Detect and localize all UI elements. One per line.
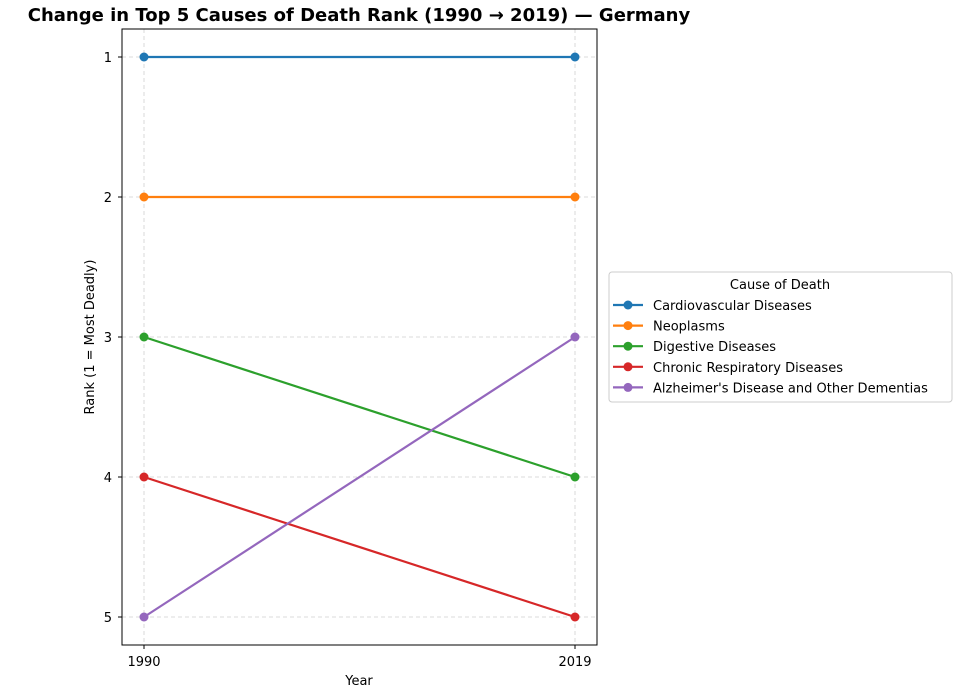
y-tick-label: 3 [104,331,112,346]
legend-item-label: Chronic Respiratory Diseases [653,361,843,376]
data-point [570,612,580,622]
legend-box [608,271,953,403]
x-axis-label: Year [344,674,373,689]
series-layer [139,52,580,622]
legend-swatch-marker [623,321,633,331]
data-point [570,332,580,342]
y-tick-label: 1 [104,51,112,66]
x-tick-label: 2019 [558,655,591,670]
data-point [570,472,580,482]
legend-item-label: Alzheimer's Disease and Other Dementias [653,381,928,396]
series-line [143,336,576,618]
legend-swatch-marker [623,382,633,392]
data-point [139,472,149,482]
y-tick-label: 5 [104,611,112,626]
data-point [570,192,580,202]
data-point [139,52,149,62]
legend: Cause of Death Cardiovascular Diseases Ne… [608,271,953,403]
y-tick-label: 2 [104,191,112,206]
series-line [143,475,576,619]
x-axis-ticks: 1990 2019 [127,645,592,670]
legend-item-label: Neoplasms [653,320,725,335]
legend-swatch-marker [623,362,633,372]
grid [122,29,597,645]
series-line [143,335,576,479]
data-point [139,192,149,202]
legend-items: Cardiovascular Diseases Neoplasms Digestiv… [613,299,928,396]
data-point [570,52,580,62]
legend-swatch-marker [623,300,633,310]
legend-item-label: Digestive Diseases [653,340,776,355]
legend-item-label: Cardiovascular Diseases [653,299,812,314]
data-point [139,612,149,622]
x-tick-label: 1990 [127,655,160,670]
y-axis-ticks: 1 2 3 4 5 [104,51,122,626]
data-point [139,332,149,342]
y-tick-label: 4 [104,471,112,486]
y-axis-label: Rank (1 = Most Deadly) [83,260,98,415]
legend-swatch-marker [623,341,633,351]
chart-title: Change in Top 5 Causes of Death Rank (19… [28,5,691,26]
legend-title: Cause of Death [730,278,830,293]
